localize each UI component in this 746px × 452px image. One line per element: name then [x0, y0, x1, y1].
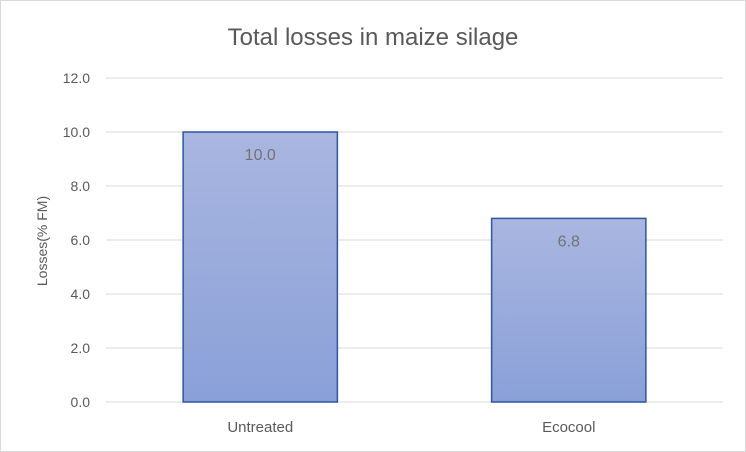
data-label-untreated: 10.0 [245, 147, 276, 164]
bar-ecocool [490, 217, 647, 403]
bar-untreated [182, 131, 339, 403]
y-axis-label: Losses(% FM) [34, 196, 50, 286]
y-tick-label: 12.0 [63, 70, 90, 86]
y-tick-label: 10.0 [63, 124, 90, 140]
x-axis-categories: Untreated Ecocool [227, 419, 595, 436]
chart-title: Total losses in maize silage [228, 24, 519, 51]
y-tick-label: 2.0 [71, 340, 91, 356]
y-tick-label: 4.0 [71, 286, 91, 302]
y-tick-label: 8.0 [71, 178, 91, 194]
y-axis-ticks: 0.0 2.0 4.0 6.0 8.0 10.0 12.0 [63, 70, 90, 410]
y-tick-label: 0.0 [71, 394, 91, 410]
x-category-label: Untreated [227, 419, 293, 436]
y-tick-label: 6.0 [71, 232, 91, 248]
bars: 10.0 6.8 [182, 131, 647, 403]
data-label-ecocool: 6.8 [558, 233, 580, 250]
x-category-label: Ecocool [542, 419, 595, 436]
